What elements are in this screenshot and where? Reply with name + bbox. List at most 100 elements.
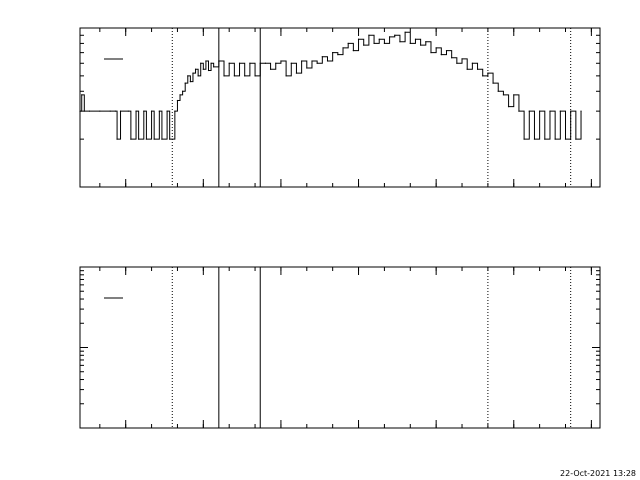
- data-point: [116, 138, 118, 140]
- data-point: [81, 94, 83, 96]
- data-point: [202, 68, 204, 70]
- data-point: [119, 110, 122, 112]
- data-point: [518, 110, 520, 112]
- plot-frame: [79, 266, 601, 429]
- data-point: [404, 31, 406, 33]
- data-point: [332, 52, 334, 54]
- data-point: [259, 62, 261, 64]
- data-point: [363, 44, 365, 46]
- series-line: [80, 31, 582, 140]
- data-point: [575, 138, 577, 140]
- data-point: [435, 47, 437, 49]
- data-point: [197, 75, 199, 77]
- data-point: [399, 41, 401, 43]
- data-point: [218, 60, 220, 62]
- data-point: [549, 110, 551, 112]
- data-point: [207, 69, 210, 72]
- data-point: [166, 110, 168, 112]
- data-point: [130, 138, 132, 140]
- data-point: [580, 110, 582, 112]
- data-point: [544, 138, 546, 140]
- data-point: [153, 138, 155, 140]
- plot-frame: [79, 27, 601, 188]
- data-point: [244, 75, 246, 77]
- data-point: [238, 62, 241, 64]
- data-point: [200, 62, 202, 64]
- data-point: [388, 36, 391, 38]
- data-point: [456, 62, 458, 64]
- data-point: [492, 82, 494, 84]
- data-point: [420, 44, 422, 46]
- data-point: [205, 60, 207, 62]
- data-point: [114, 110, 116, 112]
- data-point: [189, 81, 191, 83]
- data-point: [275, 62, 277, 64]
- data-point: [169, 138, 171, 140]
- data-point: [210, 62, 212, 64]
- data-point: [347, 42, 349, 45]
- data-point: [357, 38, 360, 40]
- data-point: [445, 50, 448, 52]
- data-point: [290, 62, 292, 64]
- data-point: [414, 38, 417, 40]
- data-point: [425, 41, 427, 43]
- data-point: [559, 110, 561, 112]
- data-point: [482, 75, 484, 77]
- data-point: [143, 110, 145, 112]
- data-point: [440, 54, 442, 56]
- data-point: [507, 106, 510, 108]
- data-point: [311, 60, 313, 62]
- data-point: [466, 68, 468, 70]
- data-point: [88, 110, 91, 112]
- data-point: [461, 58, 463, 60]
- data-point: [228, 62, 230, 64]
- data-point: [138, 138, 140, 140]
- data-point: [192, 72, 194, 74]
- data-point: [383, 42, 386, 45]
- data-point: [254, 75, 256, 77]
- data-point: [430, 52, 432, 54]
- data-point: [158, 110, 160, 112]
- data-point: [533, 138, 536, 140]
- data-point: [184, 82, 186, 84]
- data-point: [373, 42, 375, 45]
- data-point: [249, 62, 251, 64]
- data-point: [316, 62, 318, 64]
- data-point: [194, 68, 197, 70]
- data-point: [451, 57, 453, 59]
- data-point: [176, 99, 179, 102]
- data-point: [476, 68, 479, 70]
- data-point: [368, 34, 370, 36]
- data-point: [187, 75, 189, 77]
- data-point: [150, 110, 153, 112]
- data-point: [109, 110, 111, 112]
- data-point: [528, 110, 530, 112]
- data-point: [497, 90, 499, 92]
- data-point: [394, 34, 396, 36]
- data-point: [161, 138, 163, 140]
- data-point: [342, 47, 344, 49]
- data-point: [135, 110, 137, 112]
- chart-panel-lo: [79, 27, 601, 188]
- data-point: [213, 66, 215, 68]
- data-point: [321, 56, 323, 58]
- data-point: [487, 72, 489, 74]
- data-point: [295, 72, 298, 74]
- data-point: [513, 94, 515, 96]
- data-point: [554, 138, 556, 140]
- data-point: [502, 94, 505, 96]
- data-point: [233, 75, 235, 77]
- data-point: [352, 50, 354, 52]
- data-point: [337, 54, 339, 56]
- data-point: [269, 68, 272, 70]
- data-point: [326, 60, 329, 62]
- data-point: [301, 60, 303, 62]
- data-point: [564, 138, 567, 140]
- data-point: [539, 110, 541, 112]
- data-point: [99, 110, 101, 112]
- data-point: [471, 62, 473, 64]
- data-point: [378, 38, 380, 40]
- data-point: [145, 138, 148, 140]
- data-point: [179, 94, 181, 96]
